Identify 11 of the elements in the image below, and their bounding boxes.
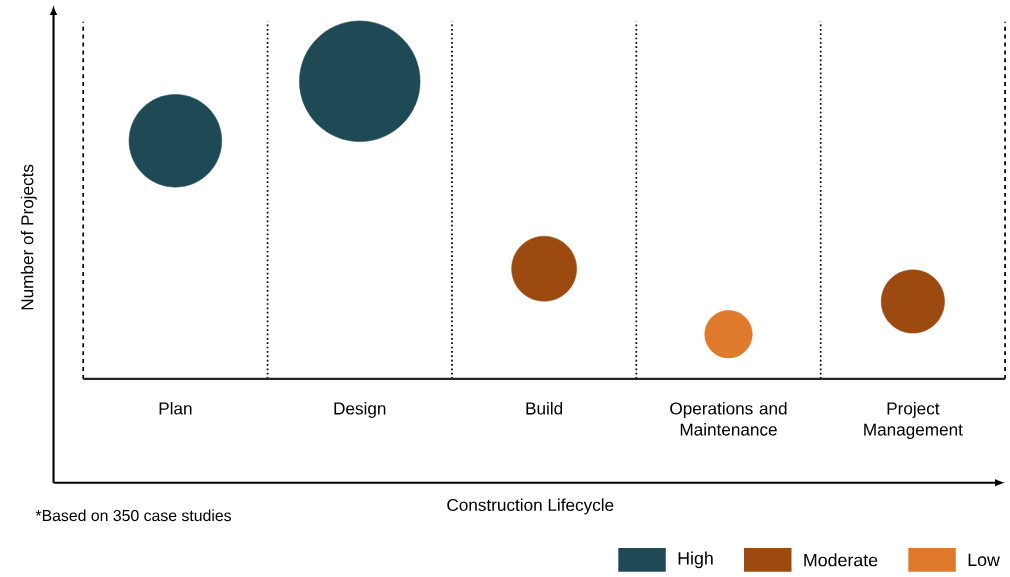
legend-label: Low <box>968 553 1000 567</box>
x-tick-label: Project Management <box>864 402 963 440</box>
x-tick-label: Build <box>526 402 563 415</box>
y-axis-title: Number of Projects <box>20 164 37 310</box>
x-axis-title: Construction Lifecycle <box>447 498 614 515</box>
text: *Based on 350 case studies <box>35 509 232 522</box>
x-tick-label: Design <box>334 402 386 419</box>
legend-label: Moderate <box>804 553 878 567</box>
x-tick-label: Plan <box>159 402 192 415</box>
x-tick-label: Operations and Maintenance <box>670 402 787 436</box>
legend-label: High <box>678 551 713 569</box>
